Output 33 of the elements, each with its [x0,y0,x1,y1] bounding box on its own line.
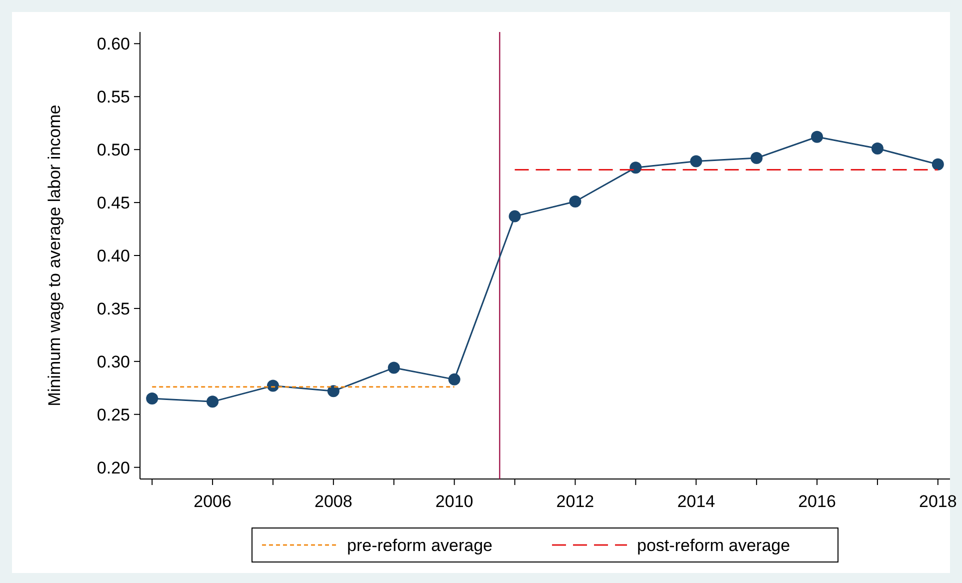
y-tick-label: 0.40 [96,246,130,266]
point [750,152,763,164]
point [569,195,582,208]
y-tick-label: 0.50 [96,140,130,160]
y-axis-title: Minimum wage to average labor income [45,104,64,406]
x-tick-label: 2010 [435,492,474,511]
y-tick-label: 0.60 [96,34,130,54]
y-tick-label: 0.25 [96,405,130,424]
point [266,380,279,392]
point [388,362,400,374]
x-tick-label: 2016 [798,492,836,511]
y-tick-label: 0.55 [96,88,130,107]
point [932,158,944,170]
point [327,385,340,398]
y-tick-label: 0.20 [96,458,130,478]
point [690,155,702,168]
y-tick-label: 0.30 [96,352,130,372]
y-tick-label: 0.45 [96,193,130,212]
point [508,210,521,222]
point [448,373,460,386]
legend-label: pre-reform average [347,536,493,555]
y-tick-label: 0.35 [96,299,130,318]
point [146,392,158,404]
point [871,142,884,155]
point [206,396,219,408]
x-tick-label: 2006 [194,492,232,511]
x-tick-label: 2018 [918,492,957,511]
legend-label: post-reform average [637,536,790,555]
x-tick-label: 2012 [556,492,594,511]
point [630,162,642,174]
x-tick-label: 2008 [314,492,352,511]
x-tick-label: 2014 [677,492,716,511]
point [811,130,824,143]
